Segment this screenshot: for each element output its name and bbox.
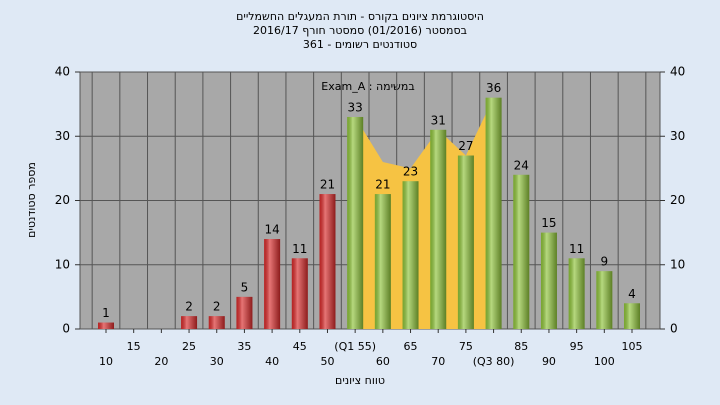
x-tick-label: 15: [127, 340, 141, 353]
x-tick-label: 60: [376, 355, 390, 368]
y-tick-label: 10: [55, 257, 70, 271]
y2-tick-label: 30: [670, 129, 685, 143]
bar-shade: [402, 181, 419, 329]
bar-shade: [236, 296, 253, 329]
x-tick-label: (Q3 80): [473, 355, 515, 368]
data-label: 21: [375, 178, 390, 192]
data-label: 24: [514, 158, 529, 172]
data-label: 14: [264, 223, 279, 237]
y-tick-label: 30: [55, 129, 70, 143]
chart-title: היסטוגרמת ציונים בקורס - תורת המעגלים הח…: [236, 10, 484, 23]
subtitle: 361 - סטודנטים רשומים: [303, 38, 417, 51]
data-label: 2: [185, 300, 193, 314]
data-label: 33: [348, 100, 363, 114]
bar-shade: [430, 129, 447, 329]
bar-shade: [485, 97, 502, 329]
bar-shade: [513, 174, 530, 329]
bar-shade: [568, 258, 585, 329]
x-tick-label: 100: [594, 355, 615, 368]
bar-shade: [291, 258, 308, 329]
y-tick-label: 0: [62, 322, 70, 336]
data-label: 27: [458, 139, 473, 153]
bar-shade: [540, 232, 557, 329]
x-tick-label: 40: [265, 355, 279, 368]
data-label: 11: [292, 242, 307, 256]
x-tick-label: 20: [154, 355, 168, 368]
x-tick-label: 70: [431, 355, 445, 368]
data-label: 23: [403, 165, 418, 179]
annotation: Exam_A : במשימה: [321, 80, 414, 93]
y2-tick-label: 10: [670, 257, 685, 271]
x-tick-label: 25: [182, 340, 196, 353]
y2-tick-label: 40: [670, 65, 685, 79]
data-label: 11: [569, 242, 584, 256]
data-label: 4: [628, 287, 636, 301]
x-tick-label: 75: [459, 340, 473, 353]
data-label: 15: [541, 216, 556, 230]
bar-shade: [208, 316, 225, 329]
y2-tick-label: 20: [670, 193, 685, 207]
x-tick-label: 10: [99, 355, 113, 368]
x-tick-label: (Q1 55): [334, 340, 376, 353]
x-tick-label: 50: [320, 355, 334, 368]
y-axis-label: מספר סטודנטים: [25, 162, 38, 238]
data-label: 21: [320, 178, 335, 192]
x-tick-label: 45: [293, 340, 307, 353]
data-label: 2: [213, 300, 221, 314]
subtitle: בסמסטר (01/2016) סמסטר חורף 2016/17: [253, 24, 467, 37]
data-label: 5: [241, 280, 249, 294]
bar-shade: [319, 194, 336, 329]
bar-shade: [596, 271, 613, 329]
bar-shade: [264, 239, 281, 329]
data-label: 9: [600, 255, 608, 269]
bar-shade: [374, 194, 391, 329]
data-label: 36: [486, 81, 501, 95]
data-label: 31: [431, 113, 446, 127]
x-tick-label: 95: [570, 340, 584, 353]
bar-shade: [624, 303, 640, 329]
x-tick-label: 30: [210, 355, 224, 368]
bar-shade: [181, 316, 198, 329]
bar-shade: [98, 322, 114, 329]
y-tick-label: 20: [55, 193, 70, 207]
bar-shade: [457, 155, 474, 329]
x-tick-label: 105: [622, 340, 643, 353]
y-tick-label: 40: [55, 65, 70, 79]
x-tick-label: 90: [542, 355, 556, 368]
bar-shade: [347, 116, 364, 329]
x-tick-label: 85: [514, 340, 528, 353]
x-tick-label: 35: [237, 340, 251, 353]
y2-tick-label: 0: [670, 322, 678, 336]
x-axis-label: טווח ציונים: [335, 374, 385, 387]
x-tick-label: 65: [404, 340, 418, 353]
data-label: 1: [102, 306, 110, 320]
